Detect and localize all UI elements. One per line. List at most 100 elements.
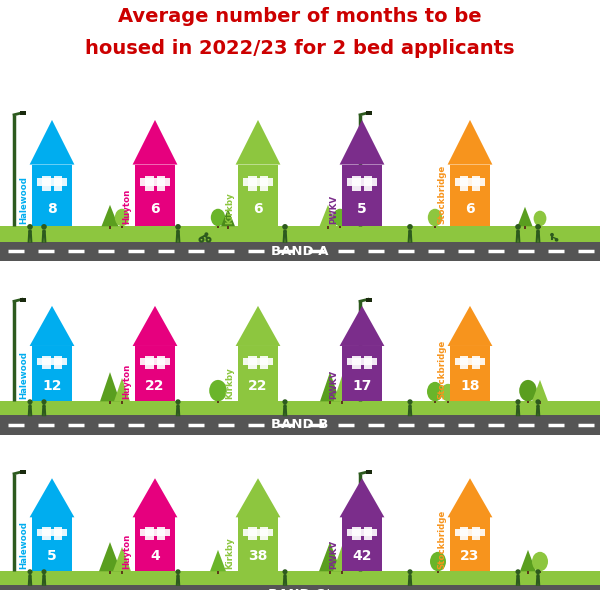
Circle shape — [42, 225, 46, 229]
Polygon shape — [28, 404, 32, 407]
Polygon shape — [532, 380, 548, 401]
Text: PWKV: PWKV — [329, 370, 338, 400]
Polygon shape — [176, 574, 179, 577]
Text: 22: 22 — [248, 379, 268, 393]
FancyBboxPatch shape — [339, 226, 341, 228]
FancyBboxPatch shape — [135, 517, 175, 571]
Polygon shape — [516, 404, 520, 407]
FancyBboxPatch shape — [53, 176, 62, 191]
FancyBboxPatch shape — [364, 176, 372, 191]
FancyBboxPatch shape — [0, 585, 600, 600]
Polygon shape — [320, 205, 337, 226]
FancyBboxPatch shape — [37, 358, 67, 365]
FancyBboxPatch shape — [42, 527, 50, 540]
Polygon shape — [334, 376, 350, 401]
Text: 23: 23 — [460, 549, 479, 563]
FancyBboxPatch shape — [157, 356, 165, 370]
Polygon shape — [283, 229, 287, 232]
FancyBboxPatch shape — [0, 226, 600, 242]
FancyBboxPatch shape — [20, 112, 26, 115]
FancyBboxPatch shape — [352, 356, 361, 370]
FancyBboxPatch shape — [539, 571, 541, 573]
FancyBboxPatch shape — [347, 358, 377, 365]
FancyBboxPatch shape — [347, 178, 377, 186]
Polygon shape — [113, 547, 131, 571]
Text: 38: 38 — [248, 549, 268, 563]
Ellipse shape — [428, 209, 442, 226]
Text: Halewood: Halewood — [19, 521, 28, 569]
Polygon shape — [29, 306, 74, 346]
Polygon shape — [236, 306, 280, 346]
Ellipse shape — [333, 209, 347, 226]
Polygon shape — [29, 120, 74, 164]
Text: Huyton: Huyton — [122, 189, 131, 224]
Polygon shape — [29, 478, 74, 517]
FancyBboxPatch shape — [37, 529, 67, 536]
Circle shape — [283, 400, 287, 404]
FancyBboxPatch shape — [472, 527, 480, 540]
Polygon shape — [43, 574, 46, 577]
FancyBboxPatch shape — [248, 356, 257, 370]
FancyBboxPatch shape — [145, 527, 154, 540]
FancyBboxPatch shape — [140, 358, 170, 365]
FancyBboxPatch shape — [524, 226, 526, 229]
FancyBboxPatch shape — [434, 401, 436, 403]
FancyBboxPatch shape — [527, 401, 529, 403]
FancyBboxPatch shape — [437, 571, 439, 573]
FancyBboxPatch shape — [447, 401, 449, 403]
FancyBboxPatch shape — [135, 164, 175, 226]
FancyBboxPatch shape — [472, 176, 480, 191]
Polygon shape — [133, 306, 178, 346]
FancyBboxPatch shape — [238, 164, 278, 226]
FancyBboxPatch shape — [460, 356, 469, 370]
Circle shape — [42, 400, 46, 404]
Text: BAND B: BAND B — [271, 418, 329, 431]
FancyBboxPatch shape — [366, 470, 372, 474]
FancyBboxPatch shape — [32, 517, 72, 571]
Text: PWKV: PWKV — [329, 196, 338, 224]
FancyBboxPatch shape — [217, 401, 219, 403]
Circle shape — [408, 570, 412, 574]
Circle shape — [536, 570, 540, 574]
Circle shape — [176, 225, 180, 229]
Polygon shape — [408, 404, 412, 407]
FancyBboxPatch shape — [539, 226, 541, 228]
FancyBboxPatch shape — [243, 358, 273, 365]
Polygon shape — [133, 120, 178, 164]
FancyBboxPatch shape — [238, 517, 278, 571]
FancyBboxPatch shape — [450, 517, 490, 571]
Text: Stockbridge: Stockbridge — [437, 510, 446, 569]
Polygon shape — [28, 229, 32, 232]
Polygon shape — [210, 550, 226, 571]
Circle shape — [516, 570, 520, 574]
FancyBboxPatch shape — [140, 529, 170, 536]
Circle shape — [516, 225, 520, 229]
FancyBboxPatch shape — [352, 176, 361, 191]
Polygon shape — [536, 574, 539, 577]
FancyBboxPatch shape — [539, 401, 541, 404]
Polygon shape — [42, 404, 46, 407]
FancyBboxPatch shape — [109, 571, 111, 574]
Text: housed in 2022/23 for 2 bed applicants: housed in 2022/23 for 2 bed applicants — [85, 39, 515, 58]
Polygon shape — [100, 372, 120, 401]
Ellipse shape — [533, 211, 547, 226]
FancyBboxPatch shape — [260, 176, 268, 191]
FancyBboxPatch shape — [238, 346, 278, 401]
FancyBboxPatch shape — [342, 517, 382, 571]
Polygon shape — [448, 120, 493, 164]
Polygon shape — [236, 478, 280, 517]
FancyBboxPatch shape — [109, 401, 111, 404]
Polygon shape — [319, 542, 341, 571]
Text: 18: 18 — [460, 379, 480, 393]
Text: 6: 6 — [465, 202, 475, 216]
Polygon shape — [517, 207, 533, 226]
FancyBboxPatch shape — [217, 571, 219, 574]
Text: 22: 22 — [145, 379, 165, 393]
FancyBboxPatch shape — [32, 164, 72, 226]
FancyBboxPatch shape — [121, 226, 123, 228]
FancyBboxPatch shape — [135, 346, 175, 401]
Text: Kirkby: Kirkby — [225, 193, 234, 224]
FancyBboxPatch shape — [243, 529, 273, 536]
Polygon shape — [520, 550, 536, 571]
FancyBboxPatch shape — [450, 164, 490, 226]
